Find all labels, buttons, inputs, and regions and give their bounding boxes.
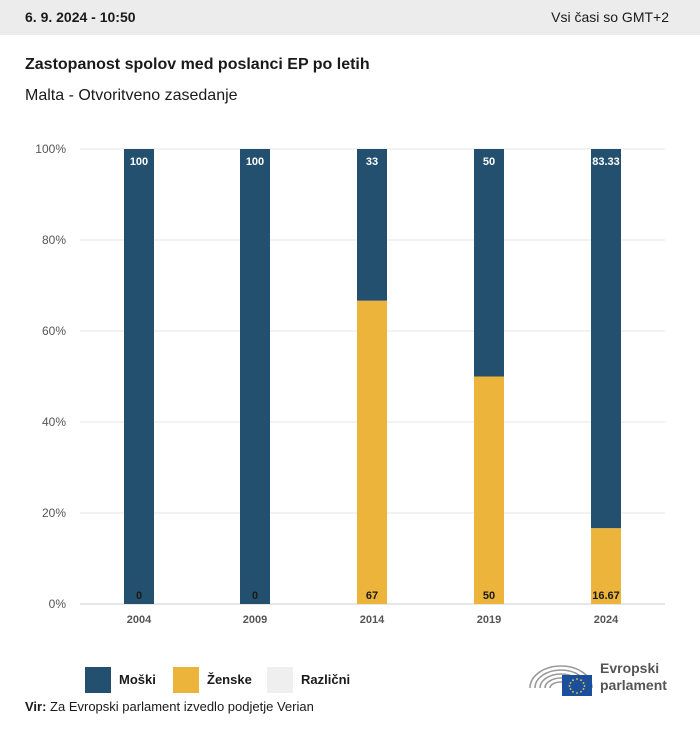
x-tick-label: 2014	[360, 614, 385, 626]
parliament-hemicycle-icon	[529, 665, 593, 696]
ep-logo-line2: parlament	[600, 677, 667, 693]
ep-logo-line1: Evropski	[600, 660, 660, 676]
bar-female	[474, 376, 504, 604]
data-label-female: 0	[252, 590, 258, 602]
y-tick-label: 40%	[42, 415, 66, 429]
bar-chart: 0% 20% 40% 60% 80% 100% 100 0 2004 100 0 2009 33 67 20…	[35, 142, 665, 626]
data-label-male: 100	[246, 156, 264, 168]
bar-female	[357, 300, 387, 604]
x-tick-label: 2009	[243, 614, 267, 626]
bar-male	[357, 149, 387, 301]
data-label-female: 67	[366, 590, 378, 602]
legend-label-other: Različni	[301, 672, 351, 687]
bar-female	[591, 528, 621, 604]
legend-label-female: Ženske	[207, 672, 252, 687]
top-bar: 6. 9. 2024 - 10:50 Vsi časi so GMT+2	[0, 0, 700, 35]
y-tick-label: 60%	[42, 324, 66, 338]
datetime: 6. 9. 2024 - 10:50	[25, 9, 136, 25]
chart-subtitle: Malta - Otvoritveno zasedanje	[25, 87, 238, 104]
y-tick-label: 0%	[49, 597, 67, 611]
bar-male	[240, 149, 270, 604]
chart-title: Zastopanost spolov med poslanci EP po le…	[25, 56, 370, 73]
x-tick-label: 2019	[477, 614, 501, 626]
source-text: Za Evropski parlament izvedlo podjetje V…	[46, 699, 314, 714]
ep-logo: Evropski parlament	[528, 658, 678, 700]
y-tick-label: 80%	[42, 233, 66, 247]
y-tick-label: 100%	[35, 142, 66, 156]
x-tick-label: 2024	[594, 614, 619, 626]
timezone-note: Vsi časi so GMT+2	[551, 9, 669, 25]
legend-label-male: Moški	[119, 672, 156, 687]
bar-male	[124, 149, 154, 604]
legend-swatch-other	[267, 667, 293, 693]
bar-male	[474, 149, 504, 377]
data-label-female: 50	[483, 590, 495, 602]
source-label: Vir:	[25, 699, 47, 714]
data-label-male: 100	[130, 156, 148, 168]
data-label-male: 50	[483, 156, 495, 168]
legend-swatch-male	[85, 667, 111, 693]
x-tick-label: 2004	[127, 614, 152, 626]
legend-swatch-female	[173, 667, 199, 693]
data-label-male: 33	[366, 156, 378, 168]
data-label-female: 0	[136, 590, 142, 602]
data-label-female: 16.67	[592, 590, 620, 602]
bar-male	[591, 149, 621, 529]
y-tick-label: 20%	[42, 506, 66, 520]
ep-logo-text: Evropski parlament	[600, 660, 667, 694]
data-label-male: 83.33	[592, 156, 620, 168]
source-note: Vir: Za Evropski parlament izvedlo podje…	[25, 699, 314, 714]
